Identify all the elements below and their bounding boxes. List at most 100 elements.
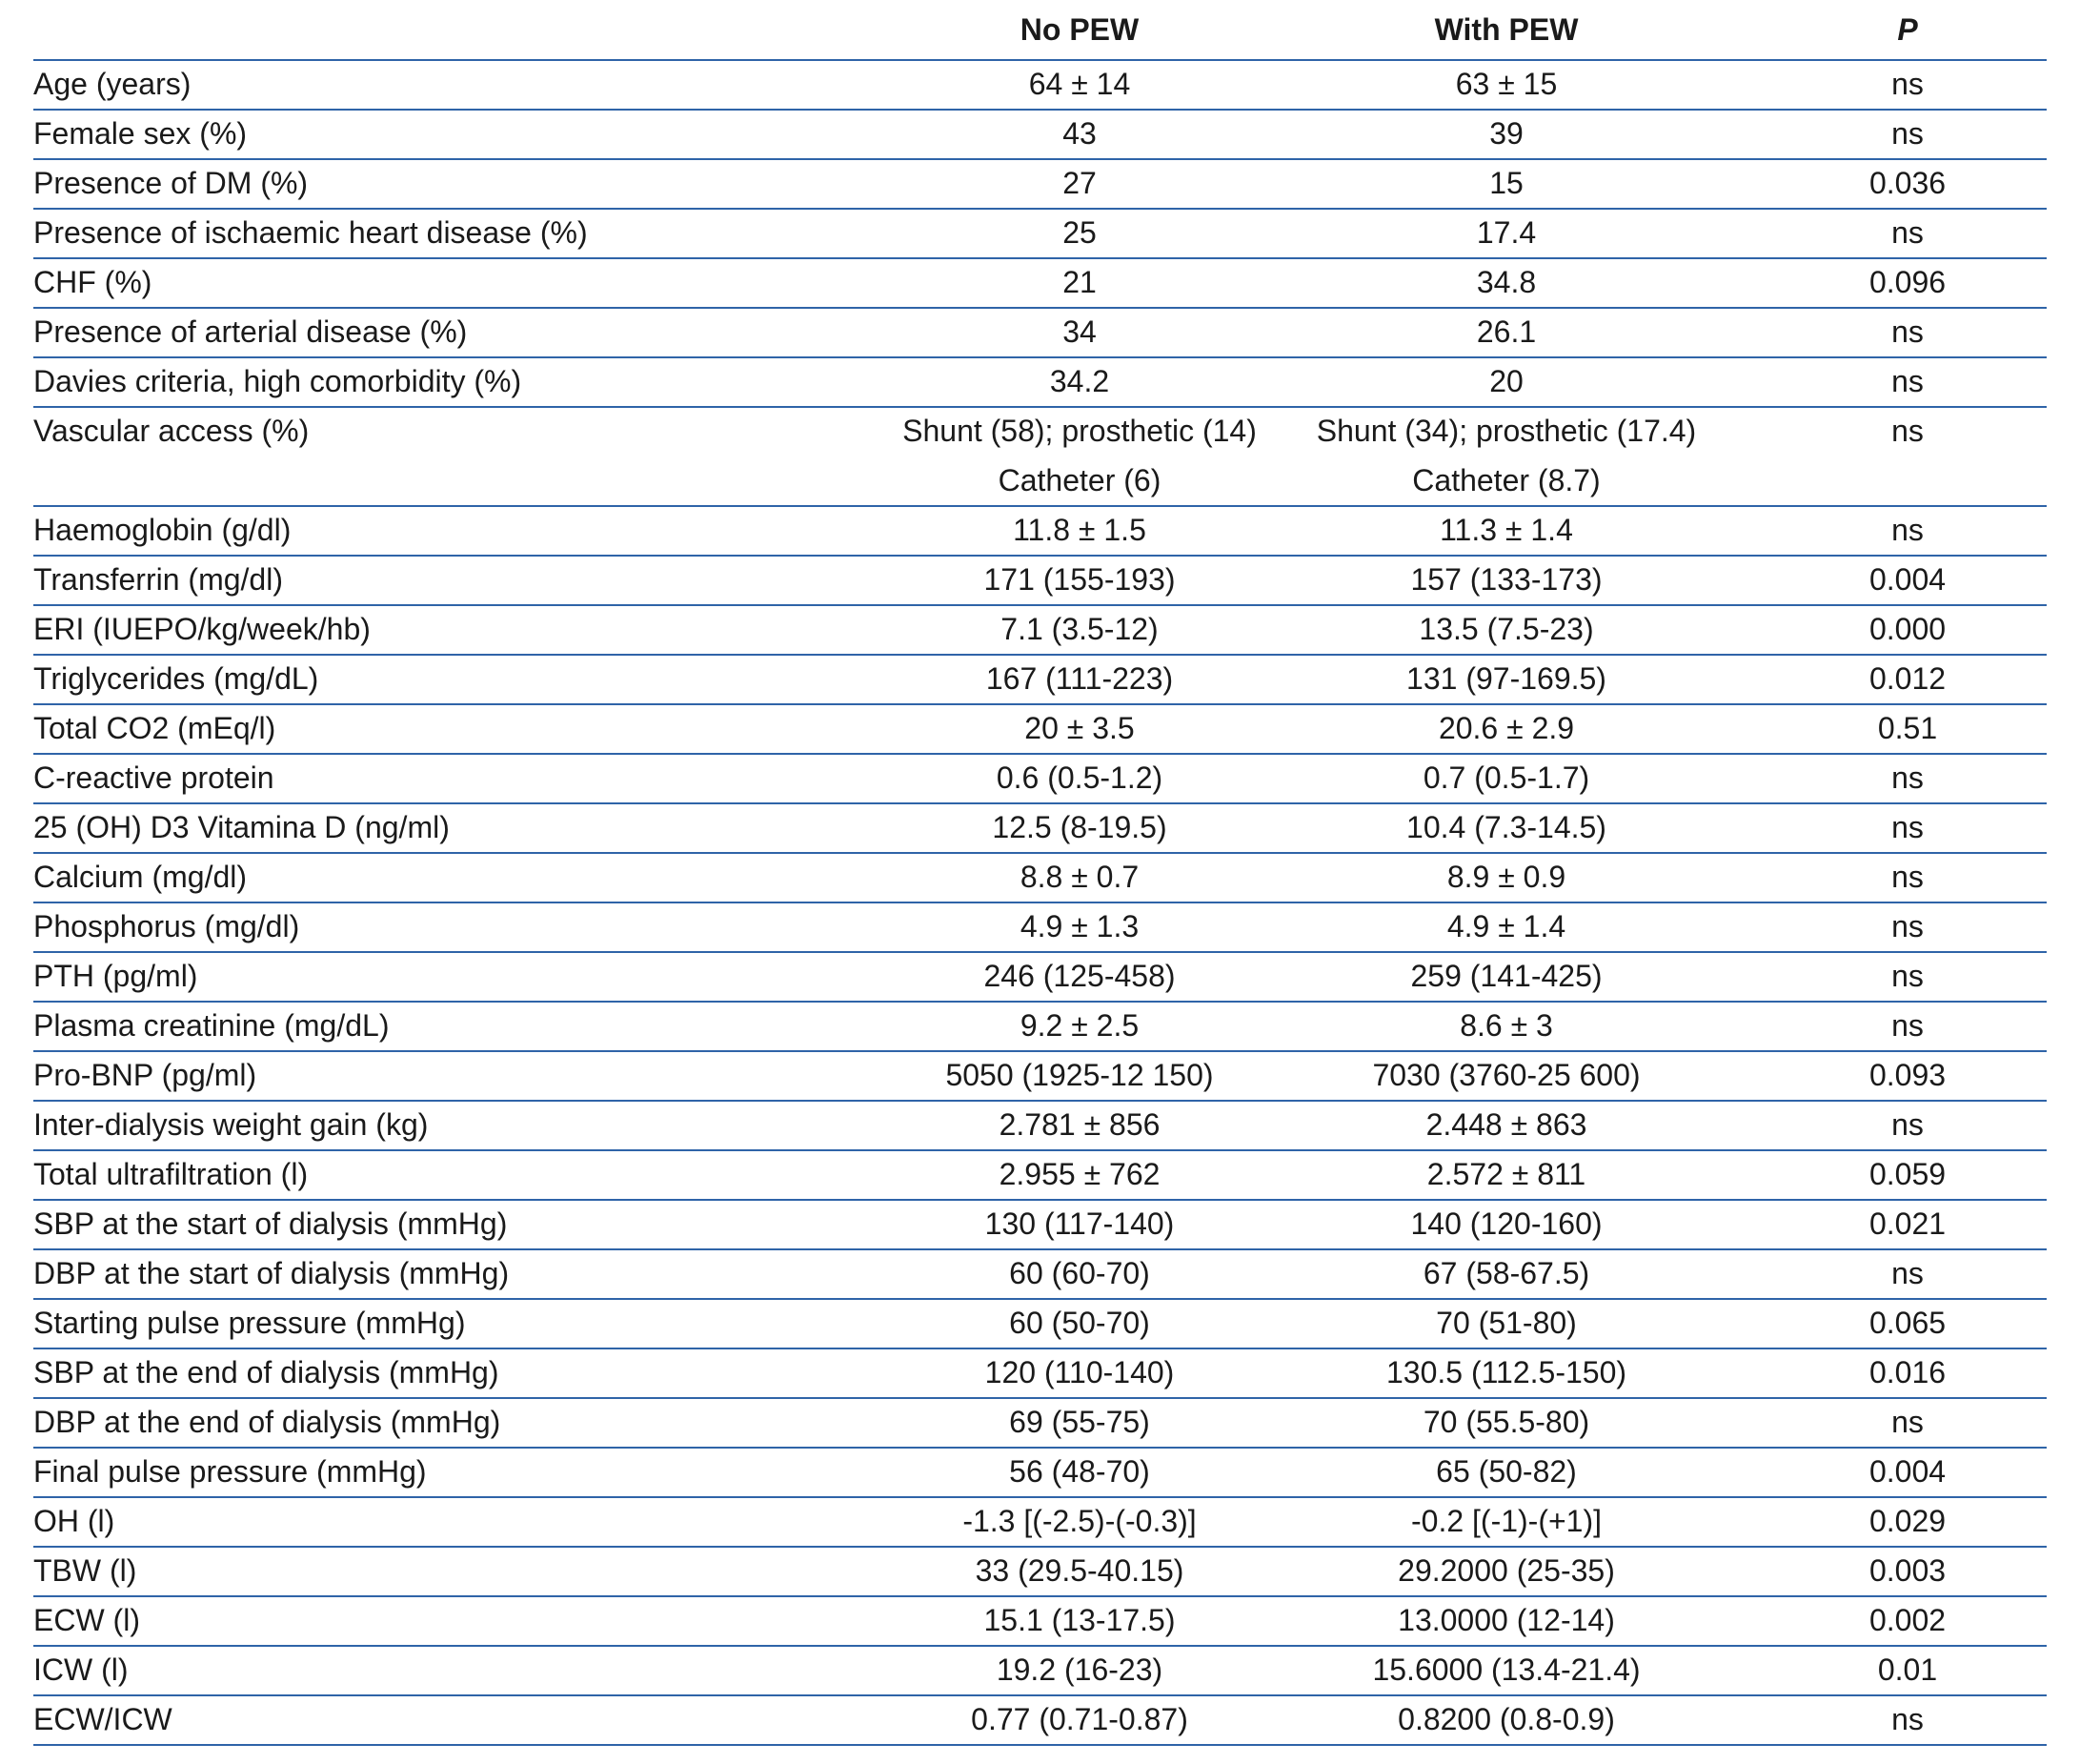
table-row: Age (years) 64 ± 14 63 ± 15 ns [33,59,2047,111]
cell-text: 43 [1062,116,1097,151]
row-label: ICW (l) [33,1645,129,1694]
row-label: ERI (IUEPO/kg/week/hb) [33,604,371,654]
cell-text: 20 ± 3.5 [1024,711,1135,745]
cell-text: Starting pulse pressure (mmHg) [33,1306,466,1340]
table-cell: 12.5 (8-19.5) [794,802,1365,852]
cell-text: ns [1891,1702,1924,1736]
cell-text: 13.0000 (12-14) [1398,1603,1615,1637]
cell-text: 2.448 ± 863 [1425,1107,1587,1142]
table-row: OH (l) -1.3 [(-2.5)-(-0.3)] -0.2 [(-1)-(+1… [33,1496,2047,1548]
table-cell: 0.003 [1622,1546,2080,1595]
cell-text: Transferrin (mg/dl) [33,562,283,597]
table-cell: 39 [1221,109,1792,158]
table-cell: 70 (55.5-80) [1221,1397,1792,1447]
cell-text: Presence of ischaemic heart disease (%) [33,215,588,250]
cell-text: ERI (IUEPO/kg/week/hb) [33,612,371,646]
table-cell: 167 (111-223) [794,654,1365,703]
cell-text: ECW/ICW [33,1702,172,1736]
cell-text: 8.8 ± 0.7 [1020,860,1140,894]
table-row: Transferrin (mg/dl) 171 (155-193) 157 (133… [33,555,2047,606]
cell-text: 0.7 (0.5-1.7) [1423,760,1590,795]
table-row: ERI (IUEPO/kg/week/hb) 7.1 (3.5-12) 13.5 (… [33,604,2047,656]
cell-text: 20.6 ± 2.9 [1438,711,1575,745]
cell-text: 13.5 (7.5-23) [1419,612,1594,646]
table-cell: ns [1622,802,2080,852]
table-row: CHF (%) 21 34.8 0.096 [33,257,2047,309]
row-label: Final pulse pressure (mmHg) [33,1447,427,1496]
cell-text: Total CO2 (mEq/l) [33,711,276,745]
cell-text: 64 ± 14 [1028,67,1131,101]
table-cell: 25 [794,208,1365,257]
table-cell: 0.6 (0.5-1.2) [794,753,1365,802]
cell-text: Plasma creatinine (mg/dL) [33,1008,390,1043]
table-cell: 0.000 [1622,604,2080,654]
column-header: No PEW [1020,12,1140,47]
table-cell: 0.004 [1622,1447,2080,1496]
table-row: Phosphorus (mg/dl) 4.9 ± 1.3 4.9 ± 1.4 ns [33,902,2047,953]
table-cell: 0.096 [1622,257,2080,307]
cell-text: 259 (141-425) [1410,959,1603,993]
cell-text: SBP at the end of dialysis (mmHg) [33,1355,499,1389]
row-label: OH (l) [33,1496,114,1546]
table-cell: 0.002 [1622,1595,2080,1645]
row-label: Starting pulse pressure (mmHg) [33,1298,465,1348]
cell-text: 0.021 [1868,1206,1947,1241]
cell-text: Female sex (%) [33,116,248,151]
cell-text: 17.4 [1476,215,1537,250]
table-cell: 171 (155-193) [794,555,1365,604]
cell-text: -1.3 [(-2.5)-(-0.3)] [962,1504,1197,1538]
cell-text: OH (l) [33,1504,115,1538]
cell-text: 60 (60-70) [1009,1256,1150,1290]
cell-text: 0.029 [1868,1504,1947,1538]
table-cell: 2.955 ± 762 [794,1149,1365,1199]
cell-text: 10.4 (7.3-14.5) [1406,810,1606,844]
table-cell: 65 (50-82) [1221,1447,1792,1496]
table-cell: 43 [794,109,1365,158]
cell-text: 0.093 [1868,1058,1947,1092]
table-cell: ns [1622,1397,2080,1447]
cell-text: ns [1891,1008,1924,1043]
cell-text: CHF (%) [33,265,152,299]
cell-text: 131 (97-169.5) [1406,661,1606,696]
row-label: DBP at the start of dialysis (mmHg) [33,1248,509,1298]
row-label: Calcium (mg/dl) [33,852,247,902]
cell-text: ICW (l) [33,1652,129,1687]
row-label: Triglycerides (mg/dL) [33,654,318,703]
row-label: Presence of arterial disease (%) [33,307,467,356]
table-cell: 131 (97-169.5) [1221,654,1792,703]
cell-text: 167 (111-223) [985,661,1174,696]
table-cell: 130.5 (112.5-150) [1221,1348,1792,1397]
row-label: Pro-BNP (pg/ml) [33,1050,256,1100]
cell-text: ns [1891,513,1924,547]
row-label: SBP at the end of dialysis (mmHg) [33,1348,499,1397]
table-cell: 63 ± 15 [1221,59,1792,109]
table-row: C-reactive protein 0.6 (0.5-1.2) 0.7 (0.5-… [33,753,2047,804]
cell-text: Pro-BNP (pg/ml) [33,1058,257,1092]
cell-text: Presence of arterial disease (%) [33,314,468,349]
row-label: SBP at the start of dialysis (mmHg) [33,1199,507,1248]
table-cell: ns [1622,505,2080,555]
table-cell: 7.1 (3.5-12) [794,604,1365,654]
cell-text: 25 [1062,215,1097,250]
table-row: Davies criteria, high comorbidity (%) 34.… [33,356,2047,408]
table-cell: 34 [794,307,1365,356]
row-label: Davies criteria, high comorbidity (%) [33,356,521,406]
cell-text: Shunt (58); prosthetic (14) [902,414,1257,448]
cell-text: 0.003 [1868,1553,1947,1588]
cell-text: Vascular access (%) [33,414,310,448]
cell-text: 39 [1489,116,1524,151]
table-cell: 8.6 ± 3 [1221,1001,1792,1050]
cell-text: 19.2 (16-23) [996,1652,1163,1687]
table-cell: 60 (60-70) [794,1248,1365,1298]
row-label: 25 (OH) D3 Vitamina D (ng/ml) [33,802,450,852]
table-cell: 4.9 ± 1.3 [794,902,1365,951]
table-row: ECW/ICW 0.77 (0.71-0.87) 0.8200 (0.8-0.9) n… [33,1694,2047,1746]
table-cell: 20 [1221,356,1792,406]
cell-text: Age (years) [33,67,192,101]
row-label: Presence of ischaemic heart disease (%) [33,208,588,257]
cell-text: Calcium (mg/dl) [33,860,248,894]
cell-text: 60 (50-70) [1009,1306,1150,1340]
row-label: Transferrin (mg/dl) [33,555,283,604]
cell-text: ns [1891,860,1924,894]
